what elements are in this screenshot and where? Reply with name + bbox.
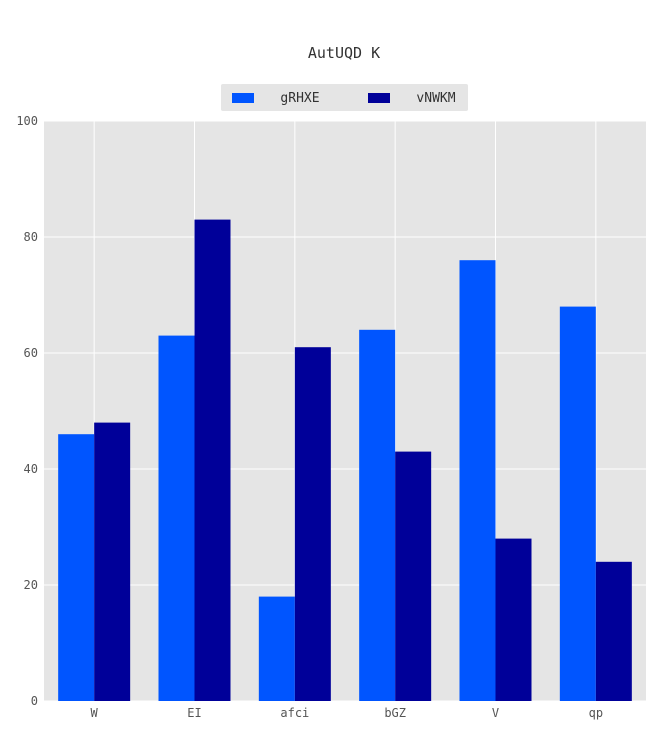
bar-series-1-EI <box>194 219 231 701</box>
bar-series-0-afci <box>258 596 295 701</box>
bar-series-0-V <box>459 260 496 701</box>
x-tick-label: EI <box>187 706 201 720</box>
bars <box>58 219 632 701</box>
bar-series-1-V <box>495 538 532 701</box>
y-tick-label: 0 <box>31 694 38 708</box>
y-tick-label: 60 <box>24 346 38 360</box>
chart-title: AutUQD K <box>308 44 380 62</box>
bar-series-1-W <box>94 422 131 701</box>
bar-series-1-bGZ <box>395 451 432 701</box>
bar-series-1-afci <box>294 347 331 701</box>
bar-series-1-qp <box>595 561 632 701</box>
legend-box <box>221 84 468 111</box>
legend: gRHXE vNWKM <box>221 84 468 111</box>
x-tick-label: afci <box>280 706 309 720</box>
plot-area <box>44 121 646 701</box>
legend-entry-series-0: gRHXE <box>280 91 319 106</box>
y-tick-label: 40 <box>24 462 38 476</box>
x-tick-label: bGZ <box>384 706 406 720</box>
bar-series-0-W <box>58 434 95 701</box>
y-tick-label: 100 <box>16 114 38 128</box>
x-tick-label: W <box>91 706 99 720</box>
y-tick-label: 20 <box>24 578 38 592</box>
bar-series-0-qp <box>559 306 596 701</box>
legend-swatch-series-0 <box>232 93 254 103</box>
legend-entry-series-1: vNWKM <box>416 91 455 106</box>
bar-series-0-bGZ <box>359 329 396 701</box>
y-axis: 0 20 40 60 80 100 <box>16 114 38 708</box>
x-tick-label: qp <box>589 706 603 720</box>
legend-swatch-series-1 <box>368 93 390 103</box>
bar-series-0-EI <box>158 335 195 701</box>
x-tick-label: V <box>492 706 499 720</box>
y-tick-label: 80 <box>24 230 38 244</box>
